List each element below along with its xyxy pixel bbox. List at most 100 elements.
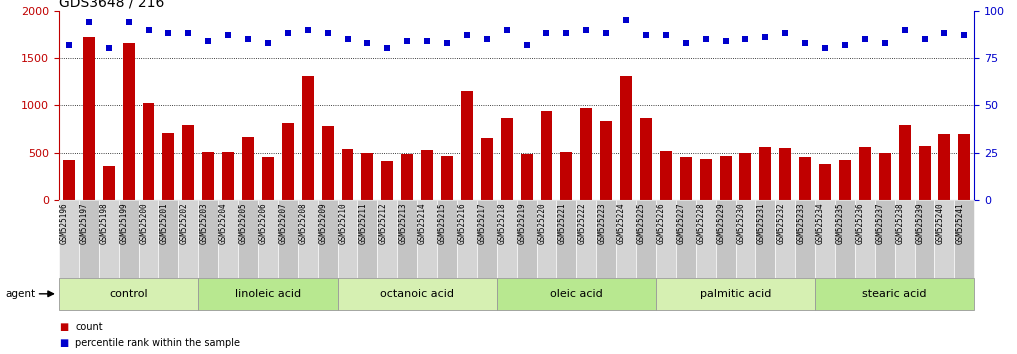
Bar <box>496 200 517 278</box>
Text: GSM525203: GSM525203 <box>199 202 208 244</box>
Text: GSM525198: GSM525198 <box>100 202 109 244</box>
Text: GSM525204: GSM525204 <box>219 202 228 244</box>
Bar <box>775 200 795 278</box>
Bar <box>756 200 775 278</box>
Bar <box>939 134 951 200</box>
Text: palmitic acid: palmitic acid <box>700 289 771 299</box>
Text: GSM525211: GSM525211 <box>358 202 367 244</box>
Bar <box>537 200 556 278</box>
Bar <box>381 161 394 200</box>
Bar <box>59 200 79 278</box>
Text: GSM525214: GSM525214 <box>418 202 427 244</box>
Bar <box>198 200 219 278</box>
Bar <box>477 200 496 278</box>
Text: percentile rank within the sample: percentile rank within the sample <box>75 338 240 348</box>
Text: stearic acid: stearic acid <box>862 289 926 299</box>
Bar <box>142 103 155 200</box>
Point <box>101 46 117 51</box>
Text: GSM525213: GSM525213 <box>399 202 407 244</box>
Text: GSM525201: GSM525201 <box>160 202 169 244</box>
Bar <box>895 200 914 278</box>
Bar <box>819 164 831 200</box>
Point <box>877 40 893 46</box>
Text: control: control <box>109 289 147 299</box>
Bar <box>581 108 592 200</box>
Point <box>161 30 177 36</box>
Text: GSM525219: GSM525219 <box>518 202 527 244</box>
Point <box>797 40 814 46</box>
Point <box>698 36 714 42</box>
Point <box>319 30 336 36</box>
Point <box>459 33 475 38</box>
Bar <box>716 200 735 278</box>
Bar <box>700 159 712 200</box>
Text: GSM525209: GSM525209 <box>318 202 327 244</box>
Bar <box>556 200 577 278</box>
Text: ■: ■ <box>59 338 68 348</box>
Point <box>677 40 694 46</box>
Bar <box>178 200 198 278</box>
Bar <box>656 278 815 310</box>
Point <box>259 40 276 46</box>
Point <box>578 27 594 32</box>
Point <box>538 30 554 36</box>
Text: GSM525238: GSM525238 <box>896 202 905 244</box>
Bar <box>500 118 513 200</box>
Text: GSM525230: GSM525230 <box>736 202 745 244</box>
Bar <box>357 200 377 278</box>
Bar <box>795 200 815 278</box>
Point <box>638 33 654 38</box>
Point <box>240 36 256 42</box>
Point <box>220 33 236 38</box>
Bar <box>636 200 656 278</box>
Point <box>598 30 614 36</box>
Bar <box>640 118 652 200</box>
Bar <box>163 133 174 200</box>
Bar <box>760 147 771 200</box>
Point <box>618 17 635 23</box>
Bar <box>461 91 473 200</box>
Text: GSM525227: GSM525227 <box>676 202 685 244</box>
Bar <box>242 137 254 200</box>
Bar <box>696 200 716 278</box>
Point <box>120 19 136 25</box>
Bar <box>278 200 298 278</box>
Bar <box>317 200 338 278</box>
Bar <box>679 158 692 200</box>
Text: GSM525199: GSM525199 <box>120 202 128 244</box>
Point <box>379 46 396 51</box>
Text: GSM525217: GSM525217 <box>478 202 487 244</box>
Bar <box>258 200 278 278</box>
Text: ■: ■ <box>59 322 68 332</box>
Text: GSM525224: GSM525224 <box>617 202 626 244</box>
Text: GSM525196: GSM525196 <box>60 202 69 244</box>
Bar <box>859 147 871 200</box>
Bar <box>835 200 855 278</box>
Point <box>717 38 733 44</box>
Bar <box>735 200 756 278</box>
Bar <box>457 200 477 278</box>
Bar <box>402 154 413 200</box>
Bar <box>338 200 357 278</box>
Point <box>200 38 217 44</box>
Point <box>817 46 833 51</box>
Point <box>758 34 774 40</box>
Bar <box>302 76 313 200</box>
Text: oleic acid: oleic acid <box>550 289 603 299</box>
Bar <box>159 200 178 278</box>
Point <box>419 38 435 44</box>
Bar <box>935 200 954 278</box>
Bar <box>123 43 134 200</box>
Bar <box>540 111 552 200</box>
Text: GSM525228: GSM525228 <box>697 202 706 244</box>
Bar <box>875 200 895 278</box>
Text: GSM525226: GSM525226 <box>657 202 666 244</box>
Bar <box>222 152 234 200</box>
Text: GSM525206: GSM525206 <box>259 202 267 244</box>
Bar <box>298 200 317 278</box>
Bar <box>59 278 198 310</box>
Bar <box>219 200 238 278</box>
Point <box>498 27 515 32</box>
Bar <box>600 121 612 200</box>
Text: GSM525216: GSM525216 <box>458 202 467 244</box>
